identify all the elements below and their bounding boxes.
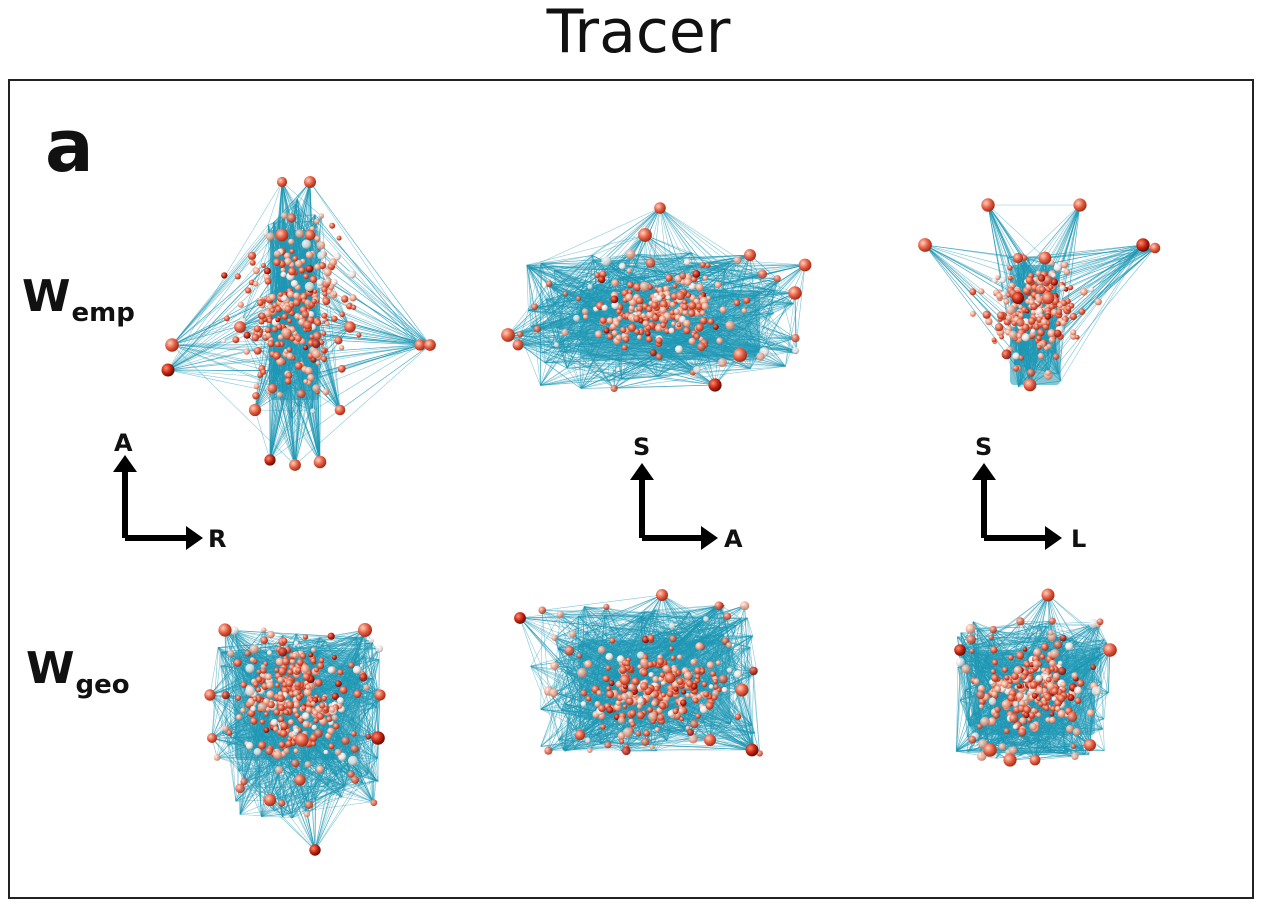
network-wemp-axial	[161, 176, 436, 471]
row-label-main: W	[22, 271, 71, 322]
row-label-sub: emp	[71, 298, 135, 328]
network-wgeo-axial	[204, 623, 386, 856]
axis-label-up: A	[114, 429, 133, 457]
panel-label: a	[45, 104, 94, 188]
orientation-axes-coronal: S L	[972, 433, 1086, 553]
row-label-w-emp: Wemp	[22, 275, 135, 335]
figure-title: Tracer	[546, 0, 731, 67]
network-wemp-sagittal	[501, 202, 812, 392]
axis-label-right: R	[208, 525, 226, 553]
network-wemp-coronal	[918, 198, 1161, 392]
row-label-w-geo: Wgeo	[26, 647, 130, 707]
network-wgeo-sagittal	[514, 589, 763, 757]
axis-label-up: S	[633, 433, 650, 461]
panel-frame	[8, 79, 1254, 899]
row-label-main: W	[26, 643, 75, 694]
row-label-sub: geo	[75, 670, 130, 700]
orientation-axes-sagittal: S A	[630, 433, 743, 553]
network-wgeo-coronal	[954, 588, 1117, 767]
axis-label-right: A	[724, 525, 743, 553]
orientation-axes-axial: A R	[113, 429, 226, 553]
axis-label-right: L	[1071, 525, 1086, 553]
axis-label-up: S	[975, 433, 992, 461]
